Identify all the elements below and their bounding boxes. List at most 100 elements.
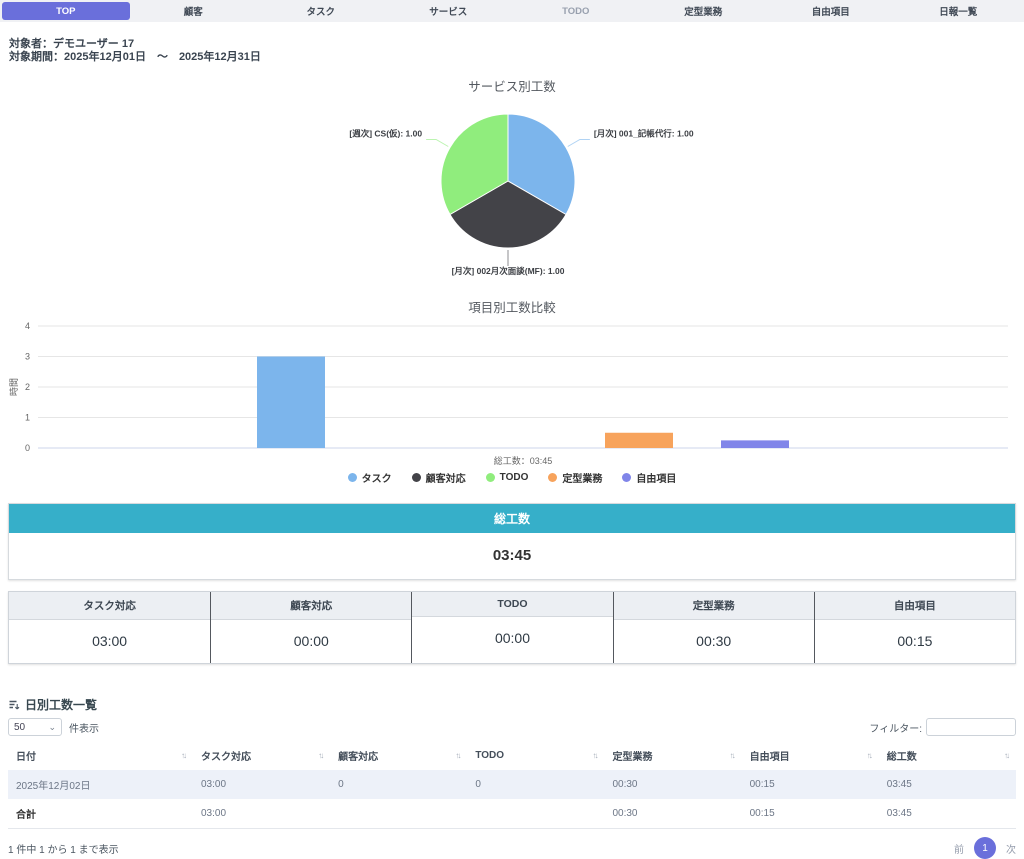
target-period: 対象期間：2025年12月01日 〜 2025年12月31日 [9, 51, 261, 63]
category-column-todo: TODO 00:00 [411, 592, 613, 663]
cell-routine: 00:30 [604, 770, 742, 799]
column-header-task[interactable]: タスク対応 ↑↓ [193, 742, 330, 770]
filter-label: フィルター: [869, 723, 922, 735]
sort-icon[interactable]: ↑↓ [318, 751, 324, 760]
table-row[interactable]: 2025年12月02日 03:00 0 0 00:30 00:15 03:45 [8, 770, 1016, 799]
list-icon [9, 700, 20, 709]
pie-slice-label: [月次] 002月次面談(MF): 1.00 [452, 266, 565, 276]
column-header-free[interactable]: 自由項目 ↑↓ [742, 742, 879, 770]
cell-free: 00:15 [741, 799, 879, 829]
sort-icon[interactable]: ↑↓ [455, 751, 461, 760]
y-tick-label: 0 [25, 443, 30, 453]
category-header: タスク対応 [9, 592, 211, 620]
pagination-prev[interactable]: 前 [954, 844, 964, 856]
tab-todo[interactable]: TODO [562, 5, 590, 17]
table-footer: 1 件中 1 から 1 まで表示 前 1 次 [8, 837, 1016, 859]
tab-routine-work[interactable]: 定型業務 [684, 7, 723, 18]
total-hours-value: 03:45 [9, 533, 1015, 579]
pie-slice[interactable] [507, 113, 576, 216]
pagination-next[interactable]: 次 [1006, 844, 1016, 856]
tab-task[interactable]: タスク [306, 7, 335, 18]
tab-top[interactable]: TOP [2, 2, 130, 20]
sort-icon[interactable]: ↑↓ [866, 751, 873, 760]
category-column-customer: 顧客対応 00:00 [210, 592, 412, 663]
table-total-row: 合計 03:00 00:30 00:15 03:45 [8, 799, 1016, 829]
cell-date: 2025年12月02日 [8, 770, 193, 799]
total-hours-box: 総工数 03:45 [8, 503, 1016, 580]
pie-slice[interactable] [449, 180, 567, 249]
daily-table-controls: 50 ⌄ 件表示 フィルター: [8, 718, 1016, 736]
column-header-customer[interactable]: 顧客対応 ↑↓ [330, 742, 467, 770]
pie-label-connector [567, 139, 590, 147]
bar-自由項目[interactable] [721, 440, 789, 448]
category-column-routine: 定型業務 00:30 [612, 592, 814, 663]
sort-icon[interactable]: ↑↓ [1004, 751, 1010, 760]
tab-bar: TOP 顧客 タスク サービス TODO 定型業務 自由項目 日報一覧 [0, 0, 1024, 22]
column-header-label: TODO [475, 750, 505, 761]
cell-total-label: 合計 [8, 799, 193, 829]
legend-marker-icon [485, 472, 495, 482]
page-size-select[interactable]: 50 ⌄ [8, 718, 62, 736]
cell-total: 03:45 [878, 770, 1016, 799]
legend-item[interactable]: TODO [485, 471, 529, 483]
column-header-routine[interactable]: 定型業務 ↑↓ [604, 742, 741, 770]
daily-hours-title-row: 日別工数一覧 [8, 696, 1016, 713]
pagination: 前 1 次 [954, 837, 1016, 859]
legend-marker-icon [347, 472, 357, 482]
pie-slice-label: [週次] CS(仮): 1.00 [349, 129, 422, 139]
bar-タスク[interactable] [257, 356, 325, 449]
daily-hours-title: 日別工数一覧 [25, 698, 98, 712]
category-value: 00:30 [613, 620, 814, 663]
legend-marker-icon [411, 472, 421, 482]
bar-chart-legend: タスク 顧客対応 TODO 定型業務 自由項目 [0, 470, 1024, 485]
sort-icon[interactable]: ↑↓ [181, 751, 187, 760]
pie-slice[interactable] [440, 113, 509, 216]
y-axis-title: 時間 [9, 378, 19, 396]
pie-label-connector [426, 139, 449, 147]
category-header: 顧客対応 [211, 592, 412, 620]
daily-hours-section: 日別工数一覧 50 ⌄ 件表示 フィルター: 日付 ↑↓ タスク対応 ↑↓ 顧客対応… [8, 696, 1016, 859]
cell-todo: 0 [467, 770, 605, 799]
daily-hours-table: 日付 ↑↓ タスク対応 ↑↓ 顧客対応 ↑↓ TODO ↑↓ 定型業務 ↑↓ 自由項目 ↑↓… [8, 742, 1016, 829]
pagination-page-1[interactable]: 1 [974, 837, 996, 859]
tab-daily-report-list[interactable]: 日報一覧 [939, 7, 978, 18]
legend-label: タスク [361, 473, 392, 485]
cell-routine: 00:30 [604, 799, 742, 829]
tab-customer[interactable]: 顧客 [183, 7, 203, 18]
column-header-label: 顧客対応 [338, 752, 379, 763]
column-header-label: 総工数 [886, 752, 917, 763]
category-header: 自由項目 [814, 592, 1015, 620]
total-hours-header: 総工数 [9, 504, 1015, 533]
column-header-todo[interactable]: TODO ↑↓ [467, 742, 604, 770]
table-header-row: 日付 ↑↓ タスク対応 ↑↓ 顧客対応 ↑↓ TODO ↑↓ 定型業務 ↑↓ 自由項目 ↑↓… [8, 742, 1016, 770]
filter-input[interactable] [926, 718, 1016, 736]
column-header-label: 定型業務 [612, 752, 653, 763]
bar-定型業務[interactable] [605, 432, 673, 448]
column-header-total[interactable]: 総工数 ↑↓ [879, 742, 1016, 770]
legend-label: TODO [499, 471, 529, 483]
legend-item[interactable]: 定型業務 [548, 470, 602, 485]
category-column-free: 自由項目 00:15 [813, 592, 1015, 663]
legend-item[interactable]: タスク [347, 470, 392, 485]
cell-customer [330, 799, 468, 829]
pie-slice-label: [月次] 001_記帳代行: 1.00 [594, 129, 694, 139]
sort-icon[interactable]: ↑↓ [729, 751, 736, 760]
cell-customer: 0 [330, 770, 468, 799]
category-value: 00:00 [211, 620, 412, 663]
tab-free-item[interactable]: 自由項目 [811, 7, 850, 18]
cell-todo [467, 799, 605, 829]
category-column-task: タスク対応 03:00 [9, 592, 211, 663]
sort-icon[interactable]: ↑↓ [592, 751, 598, 760]
column-header-date[interactable]: 日付 ↑↓ [8, 742, 193, 770]
legend-item[interactable]: 自由項目 [622, 470, 676, 485]
table-info: 1 件中 1 から 1 まで表示 [8, 844, 119, 856]
legend-label: 定型業務 [562, 473, 603, 485]
pie-chart-section: サービス別工数 [月次] 001_記帳代行: 1.00 [月次] 002月次面談(… [0, 76, 1024, 277]
legend-item[interactable]: 顧客対応 [411, 470, 466, 485]
pie-chart: [月次] 001_記帳代行: 1.00 [月次] 002月次面談(MF): 1.0… [349, 113, 694, 276]
chevron-down-icon: ⌄ [48, 721, 56, 732]
bar-chart-section: 項目別工数比較 0 1 2 3 4 時間 総工数：03:45 タスク 顧客対応 TODO 定型業務… [0, 297, 1024, 485]
tab-service[interactable]: サービス [429, 7, 468, 18]
pie-chart-title: サービス別工数 [468, 80, 556, 94]
